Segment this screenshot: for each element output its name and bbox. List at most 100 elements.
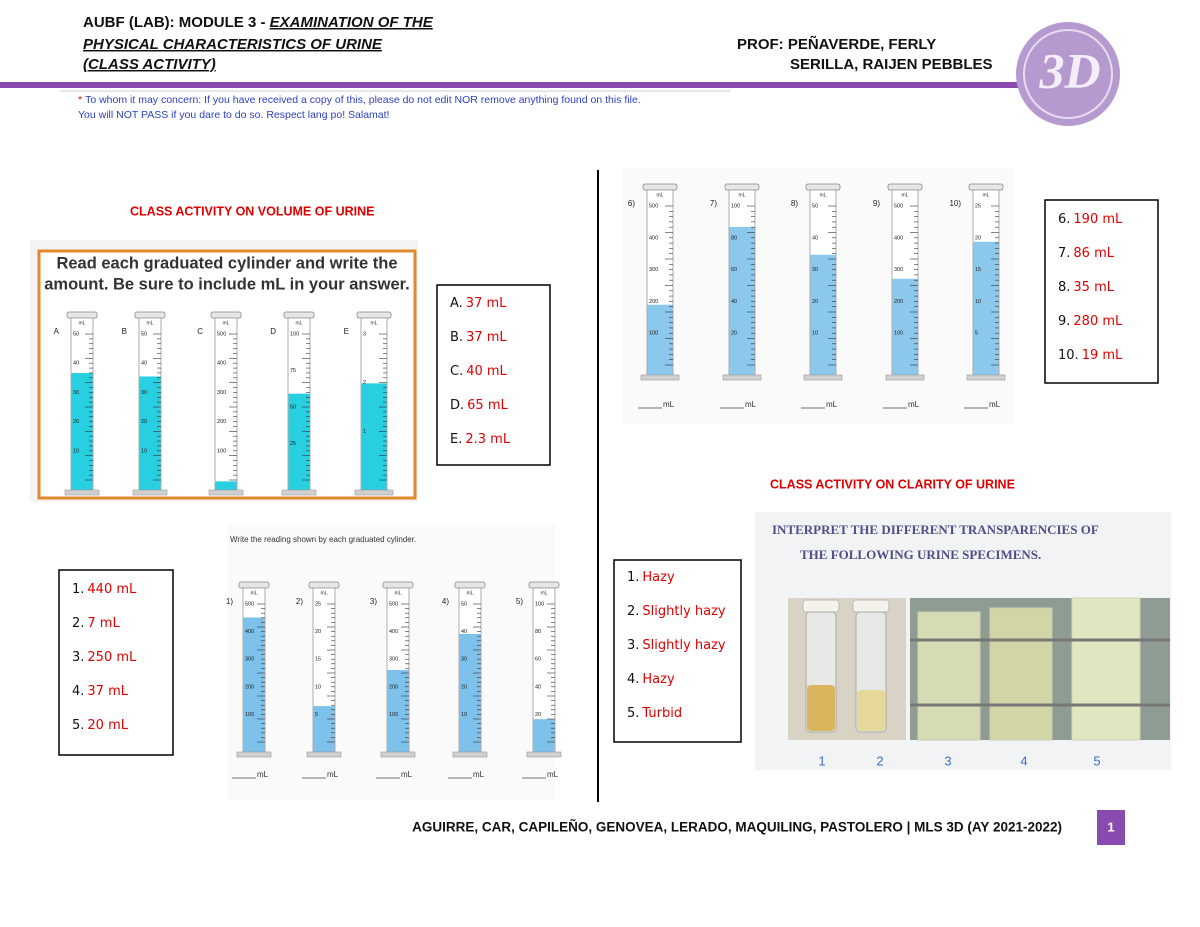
cylinder-scale-label: 200	[894, 299, 903, 305]
clarity-heading: THE FOLLOWING URINE SPECIMENS.	[800, 547, 1041, 562]
cylinder-label: 6)	[628, 199, 635, 208]
title-line-2: PHYSICAL CHARACTERISTICS OF URINE	[83, 36, 383, 53]
answer-value: 20 mL	[87, 718, 128, 733]
tube	[989, 607, 1053, 741]
prof: PROF: PEÑAVERDE, FERLY	[737, 35, 936, 53]
blank-unit: mL	[663, 400, 675, 409]
cylinder-rim	[528, 581, 560, 589]
cylinder-base	[281, 489, 317, 496]
tube-fluid	[807, 685, 835, 731]
cylinder-rim	[805, 183, 841, 191]
cylinder-scale-label: 100	[389, 712, 398, 718]
cylinder-label: 10)	[949, 199, 961, 208]
answer-label: 4.	[72, 684, 84, 699]
tube-fluid	[857, 690, 885, 731]
answer: 5. Turbid	[627, 706, 682, 721]
cylinder-scale-label: 200	[649, 299, 658, 305]
cylinder-scale-label: 100	[731, 203, 740, 209]
cylinder-scale-label: 30	[812, 267, 818, 273]
logo-circle	[1016, 22, 1120, 126]
cylinder-liquid	[387, 670, 409, 752]
tube-cap	[852, 599, 890, 613]
worksheet-instruction: amount. Be sure to include mL in your an…	[44, 275, 410, 293]
cylinder-scale-label: 2	[363, 380, 366, 386]
answer-value: 250 mL	[87, 650, 137, 665]
graduated-cylinder: CmL 500 400 300 200 100	[197, 311, 244, 496]
cylinder-rim	[283, 311, 315, 319]
clarity-heading: INTERPRET THE DIFFERENT TRANSPARENCIES O…	[772, 522, 1099, 537]
cylinder-scale-label: 10	[461, 712, 467, 718]
cylinder-liquid	[647, 304, 673, 375]
cylinder-liquid	[313, 706, 335, 752]
cylinder-scale-label: 5	[315, 712, 318, 718]
cylinder-rim	[887, 183, 923, 191]
cylinder-scale-label: 400	[217, 361, 226, 367]
graduated-cylinder: 5) mL 100 80 60 40 20	[516, 581, 562, 758]
page-number: 1	[1107, 819, 1114, 834]
cylinder-label: 4)	[442, 597, 449, 606]
cylinder-rim	[308, 581, 340, 589]
answer: C. 40 mL	[450, 364, 508, 379]
cylinder-scale-label: 80	[535, 629, 541, 635]
answer: 5. 20 mL	[72, 718, 129, 733]
answer-label: 10.	[1058, 348, 1079, 363]
cylinder-rim	[642, 183, 678, 191]
answer-label: 8.	[1058, 280, 1070, 295]
blank-unit: mL	[547, 770, 559, 779]
cylinder-base	[380, 751, 416, 758]
cylinder-base	[640, 374, 680, 381]
cylinder-base	[966, 374, 1006, 381]
cylinder-scale-label: 30	[141, 390, 147, 396]
section-title: CLASS ACTIVITY ON VOLUME OF URINE	[130, 204, 374, 218]
answer-value: 2.3 mL	[465, 432, 510, 447]
tube-cap	[802, 599, 840, 613]
cylinder-liquid	[892, 278, 918, 375]
notice-text: To whom it may concern: If you have rece…	[85, 94, 641, 106]
cylinder-liquid	[243, 617, 265, 752]
answer-label: 1.	[627, 570, 639, 585]
answer: 1. Hazy	[627, 570, 675, 585]
page-number-box	[1097, 810, 1125, 845]
cylinder-base	[306, 751, 342, 758]
cylinder-scale-label: 300	[894, 267, 903, 273]
cylinder-scale-label: 75	[290, 368, 296, 374]
answer-value: 19 mL	[1082, 348, 1123, 363]
cylinder-unit: mL	[541, 590, 548, 596]
cylinder-base	[803, 374, 843, 381]
answer: 4. Hazy	[627, 672, 675, 687]
cylinder-label: 8)	[791, 199, 798, 208]
cylinder-label: 1)	[226, 597, 233, 606]
cylinder-scale-label: 400	[649, 235, 658, 241]
notice-mark: *	[78, 94, 82, 106]
answer: 3. 250 mL	[72, 650, 137, 665]
cylinder-liquid	[810, 254, 836, 375]
cylinder-unit: mL	[223, 320, 230, 326]
cylinder-unit: mL	[739, 192, 746, 198]
cylinder-scale-label: 500	[217, 331, 226, 337]
cylinder-label: 2)	[296, 597, 303, 606]
answer: 2. 7 mL	[72, 616, 120, 631]
answer-value: 440 mL	[87, 582, 137, 597]
answer: 8. 35 mL	[1058, 280, 1115, 295]
graduated-cylinder: 7) mL 100 80 60 40 20	[710, 183, 762, 381]
cylinder-liquid	[533, 719, 555, 752]
cylinder-scale-label: 40	[535, 684, 541, 690]
cylinder-scale-label: 30	[461, 657, 467, 663]
cylinder-base	[208, 489, 244, 496]
answer-label: 2.	[72, 616, 84, 631]
cylinder-scale-label: 400	[389, 629, 398, 635]
answer-value: 7 mL	[87, 616, 120, 631]
answer: E. 2.3 mL	[450, 432, 511, 447]
blank-unit: mL	[401, 770, 413, 779]
cylinder-unit: mL	[371, 320, 378, 326]
answer-value: Turbid	[641, 706, 682, 721]
cylinder-scale-label: 100	[290, 331, 299, 337]
answer-label: E.	[450, 432, 462, 447]
cylinder-liquid	[288, 393, 310, 490]
answer-value: 65 mL	[467, 398, 508, 413]
section-title: CLASS ACTIVITY ON CLARITY OF URINE	[770, 477, 1015, 491]
cylinder-scale-label: 80	[731, 235, 737, 241]
